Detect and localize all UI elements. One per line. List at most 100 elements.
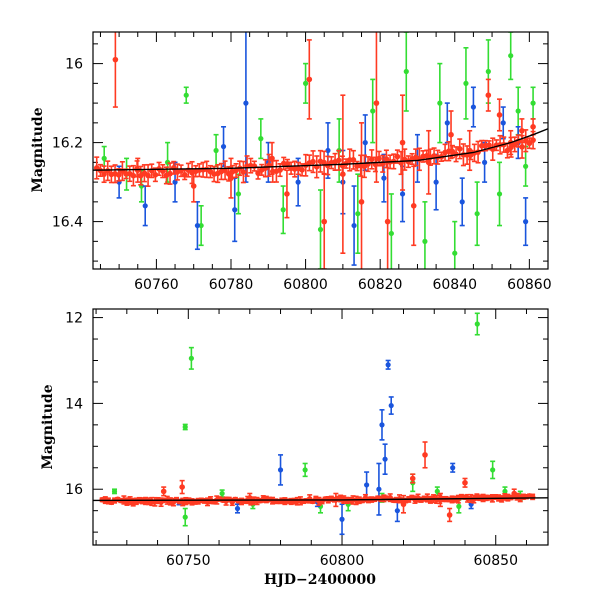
green-point: [370, 78, 376, 144]
red-point: [410, 165, 417, 247]
blue-point: [444, 102, 450, 144]
blue-point: [470, 86, 477, 128]
green-point: [302, 62, 309, 104]
data-point: [339, 516, 345, 522]
blue-point: [379, 409, 385, 441]
data-point: [474, 321, 480, 327]
red-point: [400, 494, 407, 514]
red-band-point: [511, 136, 518, 153]
data-point: [466, 147, 473, 154]
red-point: [190, 169, 197, 203]
green-point: [474, 312, 480, 336]
data-point: [456, 146, 463, 152]
data-point: [228, 175, 234, 181]
data-point: [160, 488, 167, 495]
data-point: [220, 143, 227, 150]
top-panel-tick-labels: 60760 60780 60800 60820 60840 60860 16 16.2 16.4: [52, 57, 552, 293]
data-point: [504, 147, 511, 154]
red-point: [284, 169, 290, 219]
data-point: [370, 108, 376, 114]
red-band-point: [310, 150, 316, 174]
data-point: [530, 100, 536, 106]
data-point: [213, 147, 219, 154]
red-band-point: [299, 163, 305, 177]
blue-point: [450, 462, 456, 473]
data-point: [295, 179, 301, 185]
data-point: [422, 452, 428, 458]
data-point: [530, 124, 536, 130]
data-point: [280, 207, 286, 213]
data-point: [425, 159, 432, 166]
red-band-point: [335, 149, 342, 171]
data-point: [101, 171, 107, 177]
data-point: [384, 218, 391, 225]
red-point: [462, 477, 468, 488]
data-point: [190, 183, 197, 189]
data-point: [111, 488, 118, 494]
top-panel-frame: [92, 31, 549, 270]
red-point: [246, 492, 253, 503]
data-point: [284, 191, 290, 197]
green-point: [188, 346, 194, 370]
green-point: [183, 86, 189, 104]
x-tick-label: 60860: [507, 277, 552, 293]
data-point: [130, 172, 137, 179]
red-band-point: [306, 154, 313, 172]
blue-point: [339, 503, 345, 536]
x-tick-label: 60750: [166, 553, 211, 569]
green-point: [317, 189, 324, 269]
data-point: [142, 203, 148, 209]
red-point: [340, 94, 346, 254]
green-point: [388, 193, 394, 269]
red-point: [409, 473, 416, 484]
data-point: [385, 362, 391, 368]
data-point: [452, 250, 458, 256]
green-point: [198, 205, 204, 247]
red-point: [321, 173, 328, 269]
data-point: [243, 100, 249, 106]
data-point: [523, 163, 529, 169]
red-band-point: [240, 160, 247, 184]
bottom-panel-ticks: [93, 309, 548, 545]
data-point: [456, 503, 462, 509]
data-point: [167, 170, 173, 177]
green-point: [182, 507, 188, 527]
data-point: [269, 155, 275, 162]
data-point: [219, 490, 225, 497]
red-point: [485, 78, 492, 112]
x-tick-label: 60800: [283, 277, 328, 293]
green-point: [302, 462, 308, 478]
data-point: [302, 467, 308, 473]
data-point: [496, 191, 503, 197]
data-point: [351, 222, 357, 229]
data-point: [448, 131, 454, 138]
x-tick-label: 60820: [358, 277, 403, 293]
green-point: [490, 460, 496, 480]
data-point: [394, 508, 400, 514]
data-point: [277, 167, 283, 173]
data-point: [433, 179, 439, 185]
data-point: [486, 142, 492, 149]
bottom-panel-data: [93, 312, 548, 536]
data-point: [182, 514, 188, 520]
red-band-point: [371, 496, 378, 503]
data-point: [310, 158, 316, 165]
data-point: [358, 199, 365, 205]
blue-point: [388, 396, 394, 415]
data-point: [258, 136, 264, 142]
data-point: [526, 140, 533, 147]
red-band-point: [456, 138, 463, 160]
data-point: [523, 219, 529, 225]
data-point: [434, 488, 440, 494]
red-band-point: [376, 150, 382, 167]
data-point: [400, 501, 407, 508]
data-point: [459, 199, 465, 205]
data-point: [152, 171, 159, 178]
bottom-panel: 60750 60800 60850 12 14 16 Magnitude HJD−2400…: [40, 308, 549, 588]
red-band-point: [529, 493, 536, 501]
data-point: [399, 139, 406, 146]
data-point: [183, 92, 189, 98]
red-band-point: [115, 168, 122, 182]
data-point: [470, 104, 477, 110]
data-point: [277, 467, 284, 473]
